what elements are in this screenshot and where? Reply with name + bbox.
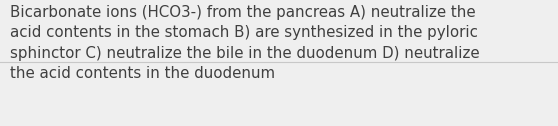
Text: Bicarbonate ions (HCO3-) from the pancreas A) neutralize the
acid contents in th: Bicarbonate ions (HCO3-) from the pancre…: [10, 5, 480, 81]
